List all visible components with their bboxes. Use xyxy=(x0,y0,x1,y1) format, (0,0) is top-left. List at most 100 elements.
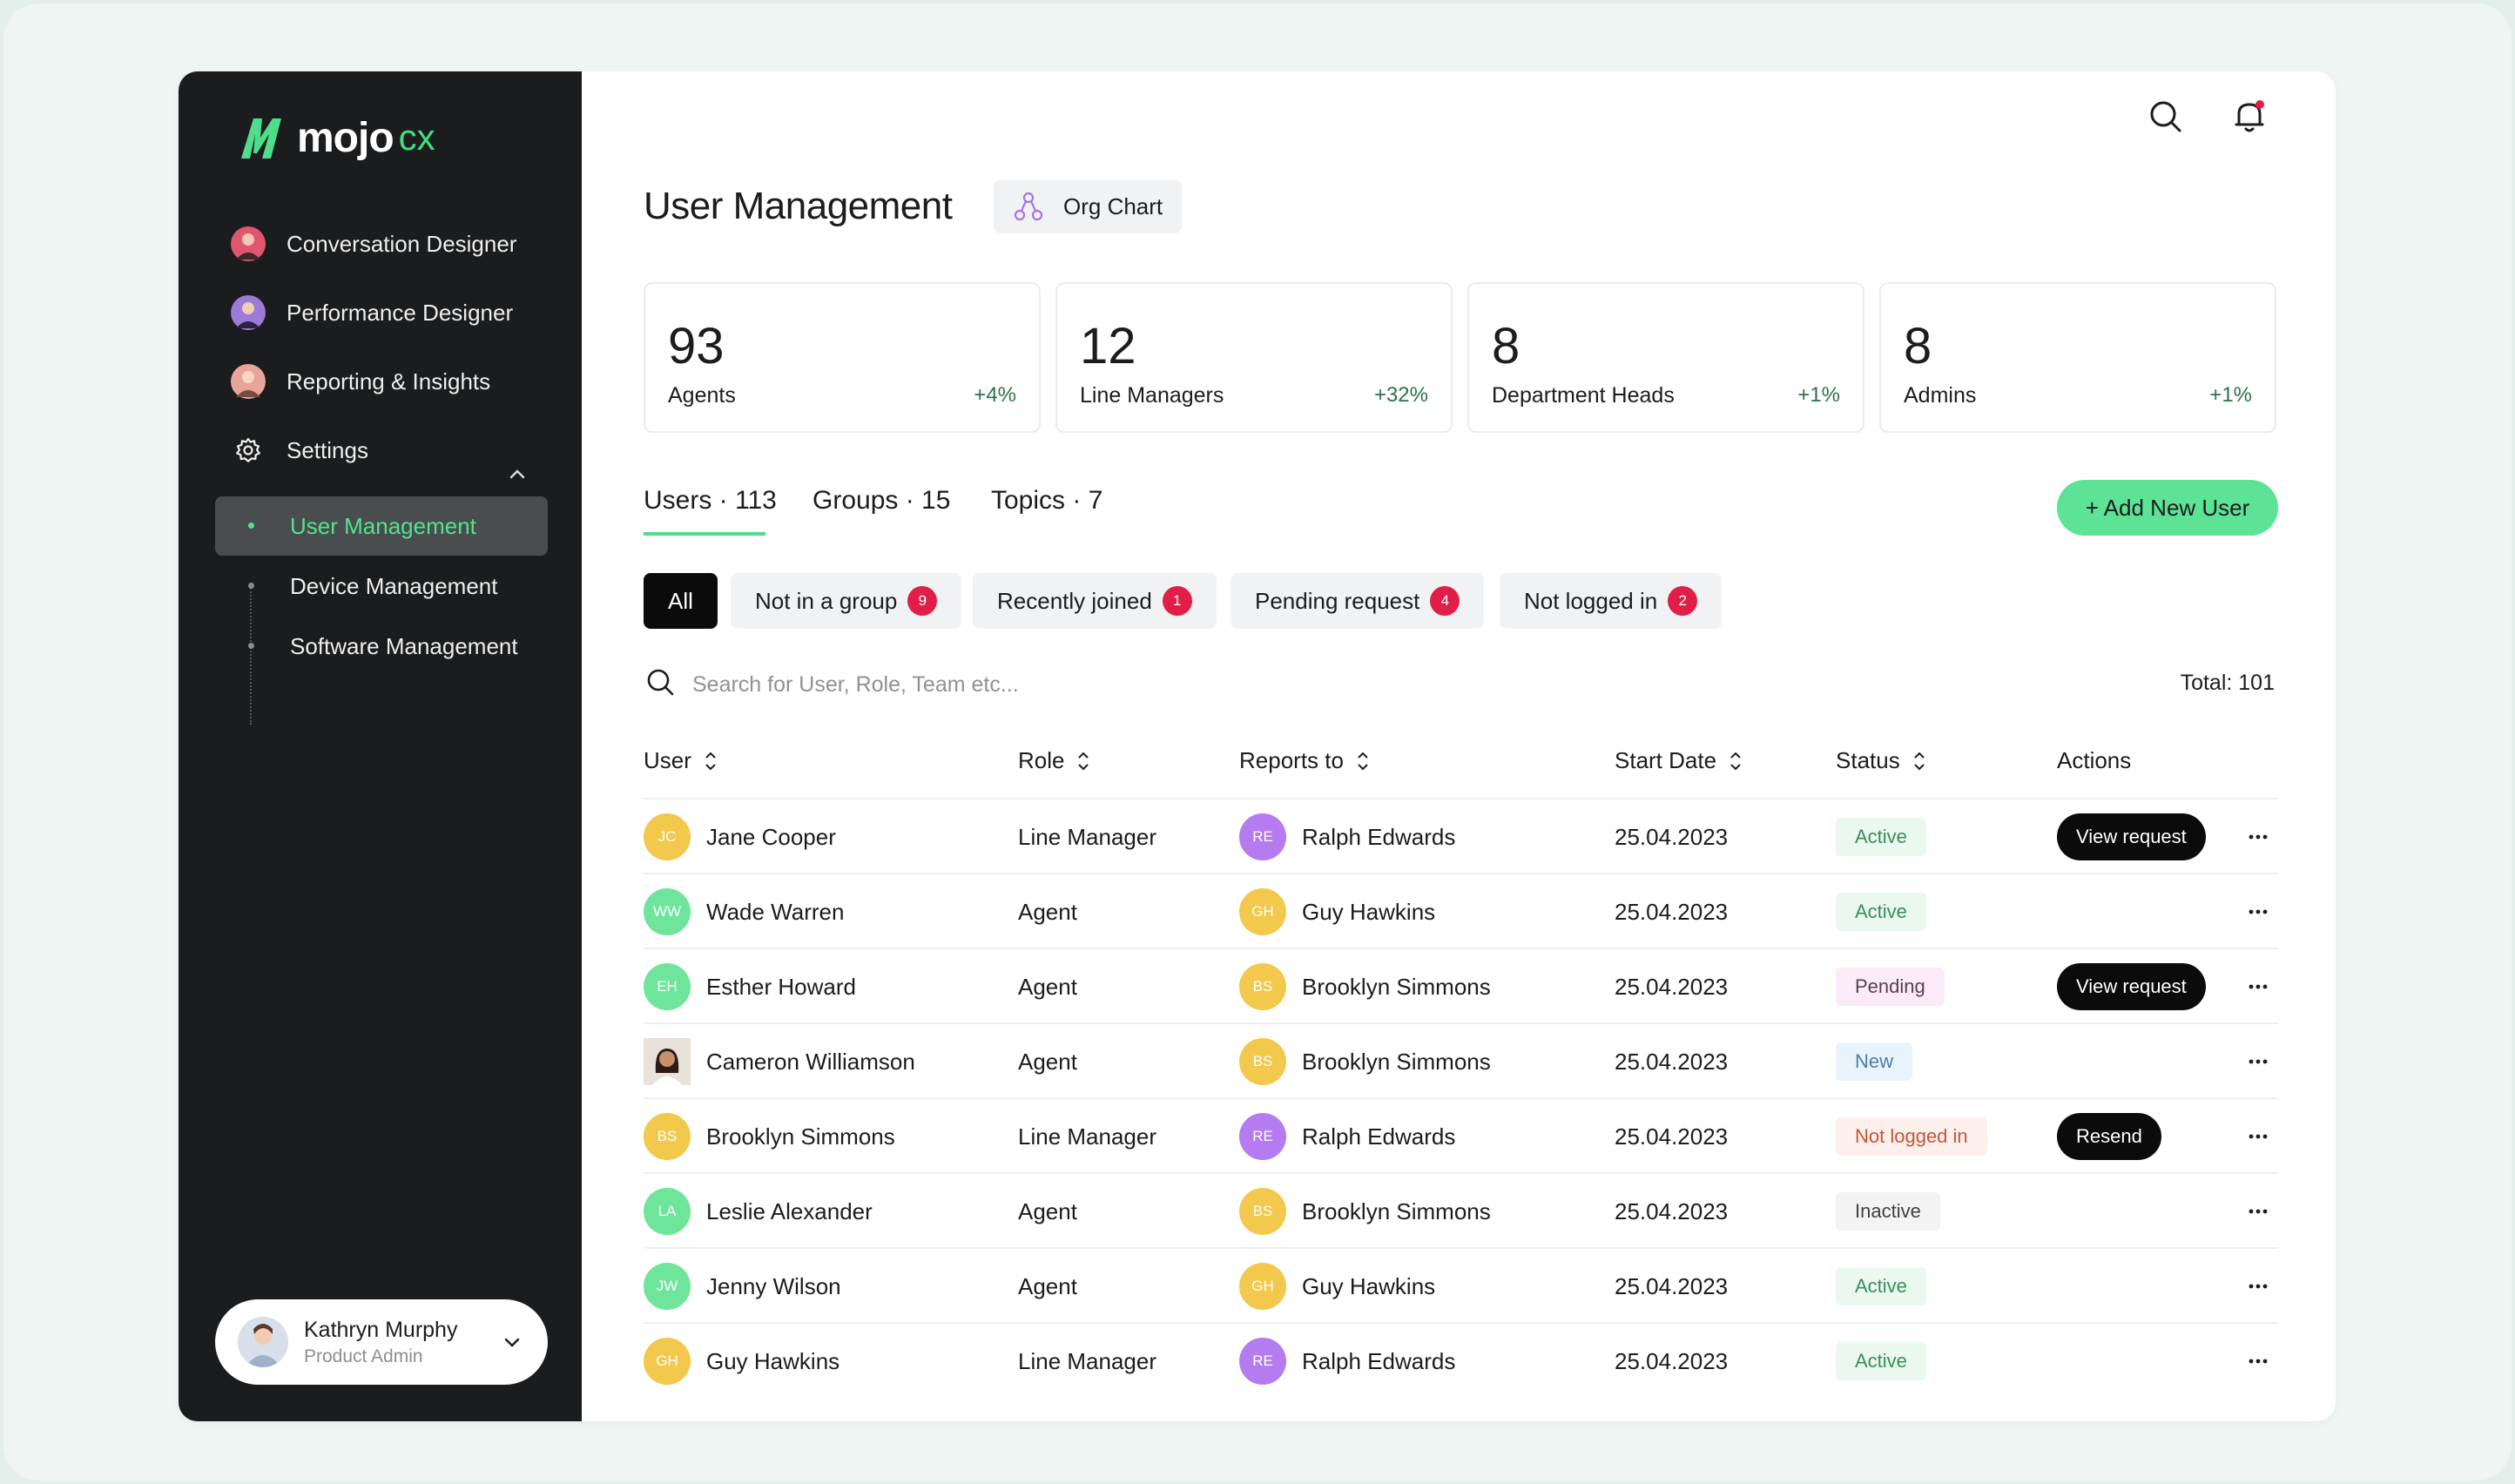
more-options-icon[interactable] xyxy=(2243,897,2273,927)
user-name[interactable]: Leslie Alexander xyxy=(706,1197,873,1224)
start-date-cell: 25.04.2023 xyxy=(1615,1048,1729,1075)
add-new-user-button[interactable]: + Add New User xyxy=(2057,480,2278,536)
user-name[interactable]: Jenny Wilson xyxy=(706,1272,841,1299)
subitem-label: Software Management xyxy=(290,632,518,659)
tab-topics[interactable]: Topics · 7 xyxy=(991,486,1103,515)
sidebar-item-label: Reporting & Insights xyxy=(287,368,491,395)
more-options-icon[interactable] xyxy=(2243,1122,2273,1151)
status-cell: Active xyxy=(1836,799,1926,874)
column-header-role[interactable]: Role xyxy=(1018,747,1090,774)
chevron-down-icon xyxy=(504,1338,520,1347)
sidebar-item-conversation-designer[interactable]: Conversation Designer xyxy=(231,218,516,270)
more-options-icon[interactable] xyxy=(2243,1047,2273,1076)
avatar-icon xyxy=(231,295,266,330)
more-options-icon[interactable] xyxy=(2243,1346,2273,1376)
avatar: WW xyxy=(644,888,691,935)
stat-delta: +1% xyxy=(2209,383,2252,407)
filter-pending-request[interactable]: Pending request 4 xyxy=(1231,573,1485,629)
user-name[interactable]: Wade Warren xyxy=(706,898,845,925)
status-cell: Inactive xyxy=(1836,1174,1940,1249)
sort-icon xyxy=(1358,752,1368,770)
subitem-label: Device Management xyxy=(290,572,498,599)
filter-not-logged-in[interactable]: Not logged in 2 xyxy=(1500,573,1723,629)
mojo-logo-icon xyxy=(241,118,281,159)
active-tab-indicator xyxy=(644,532,765,536)
sidebar: mojo cx Conversation Designer Performanc… xyxy=(179,71,582,1421)
view-request-button[interactable]: View request xyxy=(2057,813,2206,860)
user-cell: WW Wade Warren xyxy=(644,874,844,949)
reports-to-name: Ralph Edwards xyxy=(1302,1123,1456,1150)
table-row[interactable]: WW Wade Warren Agent GH Guy Hawkins 25.04.202… xyxy=(644,873,2278,948)
filter-all[interactable]: All xyxy=(644,573,718,629)
bell-icon[interactable] xyxy=(2228,96,2270,138)
reports-to-name: Guy Hawkins xyxy=(1302,898,1436,925)
status-cell: Not logged in xyxy=(1836,1099,1987,1174)
user-name[interactable]: Brooklyn Simmons xyxy=(706,1123,895,1150)
reports-to-cell: BS Brooklyn Simmons xyxy=(1239,1174,1491,1249)
sort-icon xyxy=(1078,752,1089,770)
user-cell: JW Jenny Wilson xyxy=(644,1249,841,1324)
more-options-icon[interactable] xyxy=(2243,972,2273,1002)
filter-not-in-group[interactable]: Not in a group 9 xyxy=(731,573,962,629)
filter-label: Not in a group xyxy=(755,587,898,614)
stat-value: 8 xyxy=(1492,318,1520,374)
resend-button[interactable]: Resend xyxy=(2057,1113,2161,1160)
table-row[interactable]: JW Jenny Wilson Agent GH Guy Hawkins 25.04.20… xyxy=(644,1247,2278,1322)
tab-users[interactable]: Users · 113 xyxy=(644,486,777,515)
sidebar-item-label: Conversation Designer xyxy=(287,230,517,257)
sidebar-subitem-software-management[interactable]: Software Management xyxy=(215,617,548,676)
sidebar-subitem-device-management[interactable]: Device Management xyxy=(215,556,548,616)
sidebar-item-settings[interactable]: Settings xyxy=(231,424,368,476)
org-chart-icon xyxy=(1014,192,1043,221)
status-badge: Pending xyxy=(1836,968,1945,1006)
bullet-icon xyxy=(248,523,254,529)
table-row[interactable]: JC Jane Cooper Line Manager RE Ralph Edwards… xyxy=(644,798,2278,873)
avatar: LA xyxy=(644,1188,691,1235)
profile-switcher[interactable]: Kathryn Murphy Product Admin xyxy=(215,1299,548,1385)
column-label: Status xyxy=(1836,747,1900,773)
status-cell: New xyxy=(1836,1024,1913,1099)
sidebar-subitem-user-management[interactable]: User Management xyxy=(215,496,548,556)
user-cell: LA Leslie Alexander xyxy=(644,1174,873,1249)
more-options-icon[interactable] xyxy=(2243,1272,2273,1301)
avatar-photo-icon xyxy=(644,1038,691,1085)
avatar: BS xyxy=(1239,1038,1286,1085)
stat-delta: +1% xyxy=(1797,383,1840,407)
search-icon[interactable] xyxy=(2145,96,2187,138)
sidebar-item-reporting-insights[interactable]: Reporting & Insights xyxy=(231,355,490,408)
column-header-reports-to[interactable]: Reports to xyxy=(1239,747,1370,774)
user-name[interactable]: Guy Hawkins xyxy=(706,1347,840,1374)
logo[interactable]: mojo cx xyxy=(238,103,435,172)
table-row[interactable]: BS Brooklyn Simmons Line Manager RE Ralph Ed… xyxy=(644,1097,2278,1172)
table-row[interactable]: GH Guy Hawkins Line Manager RE Ralph Edwards… xyxy=(644,1322,2278,1397)
table-row[interactable]: Cameron Williamson Agent BS Brooklyn Simmon… xyxy=(644,1022,2278,1097)
filter-label: Recently joined xyxy=(997,587,1152,614)
gear-icon xyxy=(231,433,266,468)
table-row[interactable]: EH Esther Howard Agent BS Brooklyn Simmons 25… xyxy=(644,948,2278,1022)
chevron-up-icon[interactable] xyxy=(504,461,530,487)
status-cell: Active xyxy=(1836,874,1926,949)
avatar: GH xyxy=(1239,1263,1286,1310)
start-date-cell: 25.04.2023 xyxy=(1615,823,1729,850)
search-input[interactable] xyxy=(692,667,1302,702)
column-header-user[interactable]: User xyxy=(644,747,718,774)
column-header-status[interactable]: Status xyxy=(1836,747,1926,774)
avatar: RE xyxy=(1239,1338,1286,1385)
column-label: Role xyxy=(1018,747,1065,773)
filter-recently-joined[interactable]: Recently joined 1 xyxy=(973,573,1217,629)
sidebar-item-performance-designer[interactable]: Performance Designer xyxy=(231,287,513,339)
tab-groups[interactable]: Groups · 15 xyxy=(812,486,951,515)
column-header-start-date[interactable]: Start Date xyxy=(1615,747,1743,774)
user-name[interactable]: Cameron Williamson xyxy=(706,1048,915,1075)
avatar: RE xyxy=(1239,1113,1286,1160)
org-chart-label: Org Chart xyxy=(1063,192,1163,219)
more-options-icon[interactable] xyxy=(2243,1197,2273,1226)
user-name[interactable]: Esther Howard xyxy=(706,973,856,1000)
user-name[interactable]: Jane Cooper xyxy=(706,823,836,850)
column-header-actions: Actions xyxy=(2057,747,2131,774)
view-request-button[interactable]: View request xyxy=(2057,963,2206,1010)
more-options-icon[interactable] xyxy=(2243,822,2273,852)
stat-card-agents: 93 Agents +4% xyxy=(644,282,1041,433)
table-row[interactable]: LA Leslie Alexander Agent BS Brooklyn Simmon… xyxy=(644,1172,2278,1247)
org-chart-button[interactable]: Org Chart xyxy=(994,179,1182,233)
